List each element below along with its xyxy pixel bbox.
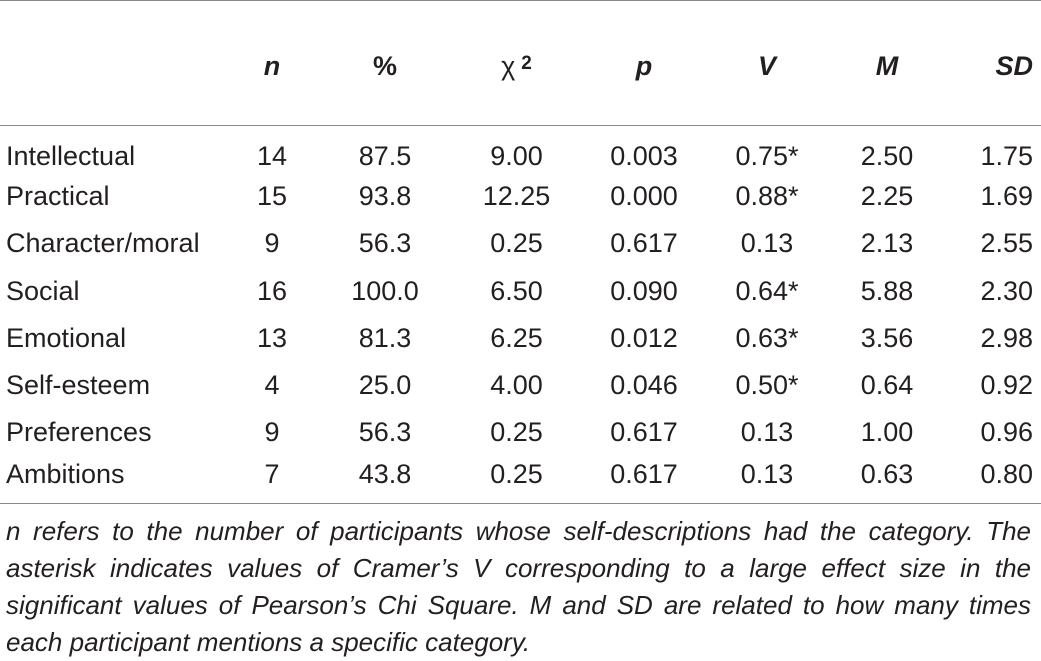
table-row: Preferences 9 56.3 0.25 0.617 0.13 1.00 0.96 (0, 409, 1041, 456)
header-sd: SD (943, 0, 1041, 126)
cell-p: 0.617 (585, 456, 703, 505)
header-chi-superscript: 2 (521, 52, 532, 74)
cell-p: 0.090 (610, 275, 678, 306)
cell-m: 0.63 (831, 456, 943, 505)
cell-percent: 43.8 (322, 456, 448, 505)
cell-sd: 0.92 (980, 370, 1033, 401)
cell-percent: 25.0 (358, 370, 412, 401)
cell-p: 0.000 (610, 180, 678, 211)
cell-chi-square: 9.00 (490, 140, 543, 171)
cell-percent: 93.8 (358, 180, 412, 211)
cell-n: 15 (256, 180, 288, 211)
row-label: Intellectual (6, 140, 136, 171)
cell-v: 0.13 (740, 228, 794, 259)
cell-n: 9 (264, 417, 280, 448)
header-v: V (703, 0, 831, 126)
cell-p: 0.617 (610, 228, 678, 259)
cell-v: 0.13 (703, 456, 831, 505)
table-body: Intellectual 14 87.5 9.00 0.003 0.75* 2.50 1.75… (0, 126, 1041, 505)
row-label: Ambitions (0, 456, 222, 505)
cell-m: 2.13 (860, 228, 914, 259)
row-label: Character/moral (6, 228, 200, 259)
table-row: Ambitions 7 43.8 0.25 0.617 0.13 0.63 0.80 (0, 456, 1041, 505)
cell-n: 16 (256, 275, 288, 306)
cell-chi-square: 0.25 (490, 417, 543, 448)
cell-v: 0.63* (735, 322, 799, 353)
cell-v: 0.13 (740, 417, 794, 448)
cell-chi-square: 0.25 (490, 228, 543, 259)
cell-sd: 2.98 (980, 322, 1033, 353)
cell-p: 0.046 (610, 370, 678, 401)
cell-p: 0.617 (610, 417, 678, 448)
table-row: Social 16 100.0 6.50 0.090 0.64* 5.88 2.30 (0, 267, 1041, 314)
table-note: n refers to the number of participants w… (6, 516, 1031, 657)
table-row: Emotional 13 81.3 6.25 0.012 0.63* 3.56 2.98 (0, 315, 1041, 362)
cell-p: 0.003 (610, 140, 678, 171)
row-label: Practical (6, 180, 110, 211)
row-label: Self-esteem (6, 370, 151, 401)
cell-m: 1.00 (860, 417, 914, 448)
cell-sd: 0.80 (943, 456, 1041, 505)
header-label-empty (0, 0, 222, 126)
cell-percent: 81.3 (358, 322, 412, 353)
cell-v: 0.75* (735, 140, 799, 171)
cell-n: 7 (222, 456, 322, 505)
cell-chi-square: 6.25 (490, 322, 543, 353)
cell-percent: 87.5 (358, 140, 412, 171)
cell-n: 4 (264, 370, 280, 401)
header-chi-symbol: χ (501, 50, 516, 81)
header-percent: % (322, 0, 448, 126)
row-label: Emotional (6, 322, 127, 353)
cell-percent: 100.0 (351, 275, 419, 306)
cell-sd: 2.30 (980, 275, 1033, 306)
cell-m: 2.50 (860, 140, 914, 171)
header-m: M (831, 0, 943, 126)
cell-chi-square: 4.00 (490, 370, 543, 401)
row-label: Social (6, 275, 80, 306)
table-row: Intellectual 14 87.5 9.00 0.003 0.75* 2.50 1.75 (0, 126, 1041, 173)
cell-m: 0.64 (860, 370, 914, 401)
cell-m: 2.25 (860, 180, 914, 211)
table-row: Self-esteem 4 25.0 4.00 0.046 0.50* 0.64 0.92 (0, 362, 1041, 409)
cell-p: 0.012 (610, 322, 678, 353)
cell-chi-square: 6.50 (490, 275, 543, 306)
cell-n: 13 (256, 322, 288, 353)
cell-sd: 1.75 (980, 140, 1033, 171)
cell-m: 5.88 (860, 275, 914, 306)
cell-v: 0.50* (735, 370, 799, 401)
table-row: Character/moral 9 56.3 0.25 0.617 0.13 2.13 2.5… (0, 220, 1041, 267)
cell-percent: 56.3 (358, 417, 412, 448)
row-label: Preferences (6, 417, 152, 448)
cell-sd: 2.55 (980, 228, 1033, 259)
cell-v: 0.88* (735, 180, 799, 211)
cell-m: 3.56 (860, 322, 914, 353)
cell-sd: 0.96 (980, 417, 1033, 448)
cell-v: 0.64* (735, 275, 799, 306)
cell-n: 14 (256, 140, 288, 171)
header-p: p (585, 0, 703, 126)
cell-sd: 1.69 (980, 180, 1033, 211)
table-row: Practical 15 93.8 12.25 0.000 0.88* 2.25 1.69 (0, 173, 1041, 220)
cell-chi-square: 0.25 (448, 456, 585, 505)
cell-n: 9 (264, 228, 280, 259)
cell-percent: 56.3 (358, 228, 412, 259)
cell-chi-square: 12.25 (482, 180, 551, 211)
header-n: n (222, 0, 322, 126)
